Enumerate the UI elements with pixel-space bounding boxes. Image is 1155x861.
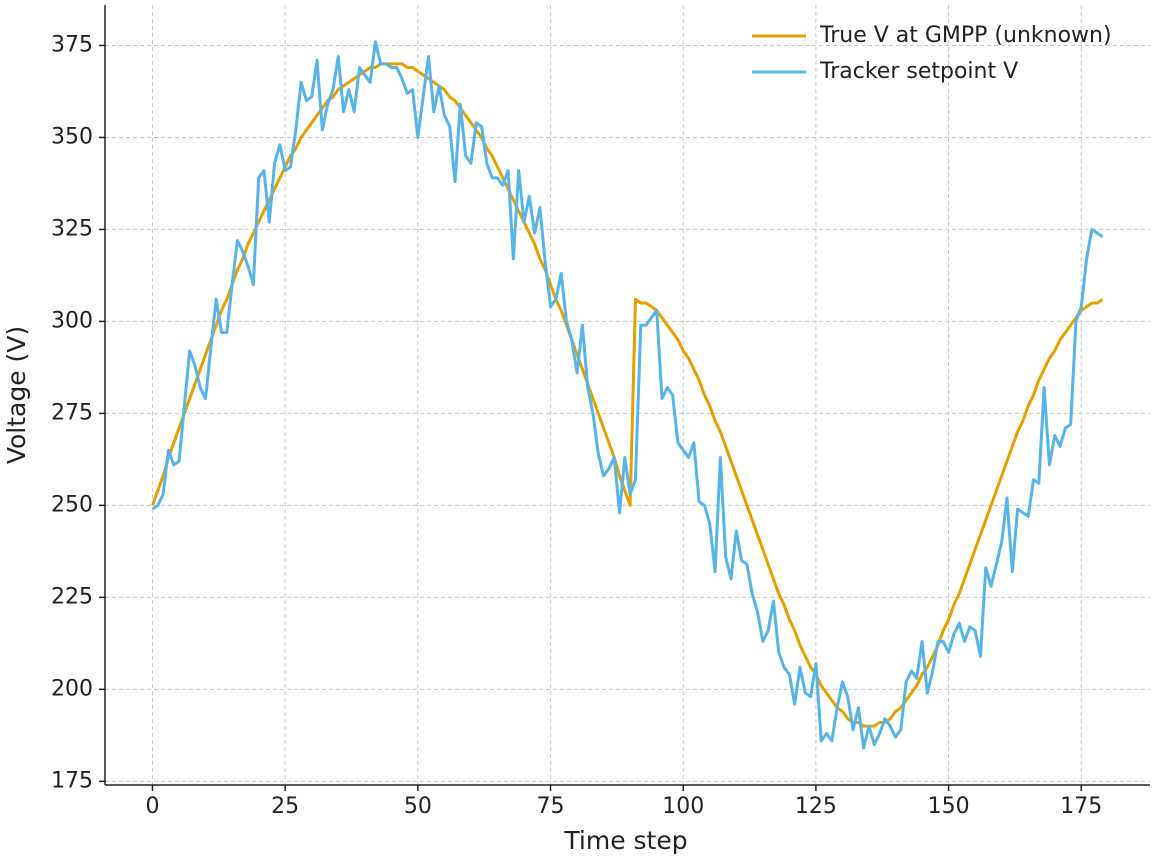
x-tick-label: 100 <box>662 794 704 819</box>
x-tick-label: 25 <box>271 794 299 819</box>
x-axis-label: Time step <box>563 826 687 855</box>
y-tick-label: 225 <box>51 584 93 609</box>
y-tick-label: 325 <box>51 216 93 241</box>
series-line <box>151 40 1104 750</box>
x-tick-label: 150 <box>928 794 970 819</box>
y-tick-label: 275 <box>51 400 93 425</box>
y-tick-label: 200 <box>51 676 93 701</box>
x-tick-label: 50 <box>404 794 432 819</box>
y-tick-label: 250 <box>51 492 93 517</box>
y-tick-label: 350 <box>51 124 93 149</box>
y-tick-label: 175 <box>51 768 93 793</box>
x-tick-label: 125 <box>795 794 837 819</box>
series-line <box>151 62 1104 728</box>
x-tick-label: 175 <box>1060 794 1102 819</box>
y-axis-label: Voltage (V) <box>2 326 31 464</box>
x-tick-label: 75 <box>537 794 565 819</box>
legend-label: Tracker setpoint V <box>819 59 1018 84</box>
legend-label: True V at GMPP (unknown) <box>819 23 1112 48</box>
y-tick-label: 300 <box>51 308 93 333</box>
y-tick-label: 375 <box>51 32 93 57</box>
x-tick-label: 0 <box>146 794 160 819</box>
